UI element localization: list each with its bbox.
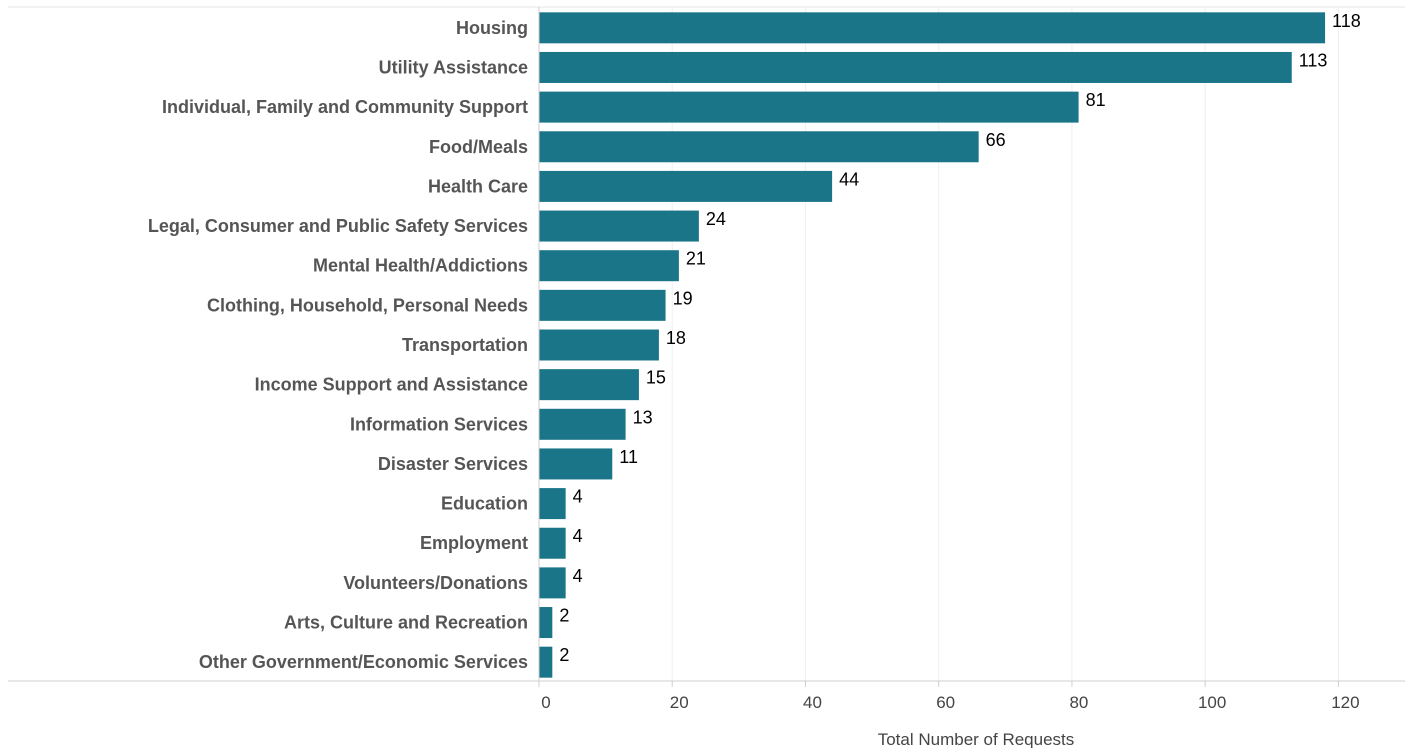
category-label: Food/Meals (429, 137, 528, 157)
data-label: 66 (986, 130, 1006, 150)
bar[interactable] (539, 607, 553, 639)
bar[interactable] (539, 448, 613, 480)
bar[interactable] (539, 170, 833, 202)
category-label: Arts, Culture and Recreation (284, 613, 528, 633)
bars (539, 12, 1326, 678)
data-label: 13 (633, 407, 653, 427)
category-label: Volunteers/Donations (343, 573, 528, 593)
bar[interactable] (539, 329, 659, 361)
data-label: 4 (573, 487, 583, 507)
category-label: Other Government/Economic Services (199, 652, 528, 672)
category-label: Education (441, 494, 528, 514)
bar[interactable] (539, 369, 639, 401)
data-label: 2 (559, 606, 569, 626)
bar[interactable] (539, 289, 666, 321)
bar[interactable] (539, 51, 1292, 83)
bar[interactable] (539, 210, 699, 242)
data-label: 113 (1299, 50, 1328, 70)
x-tick-label: 120 (1331, 693, 1359, 712)
data-label: 19 (673, 288, 693, 308)
category-label: Clothing, Household, Personal Needs (207, 295, 528, 315)
x-tick-label: 0 (541, 693, 550, 712)
data-label: 4 (573, 566, 583, 586)
data-label: 4 (573, 526, 583, 546)
bar[interactable] (539, 488, 566, 520)
x-tick-label: 20 (670, 693, 689, 712)
category-label: Income Support and Assistance (255, 375, 528, 395)
category-label: Transportation (402, 335, 528, 355)
bar[interactable] (539, 646, 553, 678)
x-axis: 0 20 40 60 80 100 120 (8, 7, 1405, 712)
bar[interactable] (539, 250, 679, 282)
category-label: Health Care (428, 176, 528, 196)
category-label: Employment (420, 533, 528, 553)
data-label: 18 (666, 328, 686, 348)
data-label: 15 (646, 368, 666, 388)
bar[interactable] (539, 408, 626, 440)
data-label: 21 (686, 249, 706, 269)
category-label: Mental Health/Addictions (313, 256, 528, 276)
data-label: 118 (1332, 11, 1361, 31)
bar[interactable] (539, 12, 1326, 44)
x-tick-label: 80 (1069, 693, 1088, 712)
data-label: 2 (559, 645, 569, 665)
data-label: 81 (1086, 90, 1106, 110)
bar[interactable] (539, 91, 1079, 123)
bar[interactable] (539, 527, 566, 559)
category-label: Disaster Services (378, 454, 528, 474)
x-tick-label: 100 (1198, 693, 1226, 712)
category-label: Legal, Consumer and Public Safety Servic… (148, 216, 528, 236)
category-label: Individual, Family and Community Support (162, 97, 528, 117)
bar[interactable] (539, 131, 979, 163)
x-tick-label: 60 (936, 693, 955, 712)
category-label: Utility Assistance (379, 57, 528, 77)
x-tick-label: 40 (803, 693, 822, 712)
category-label: Housing (456, 18, 528, 38)
x-axis-title: Total Number of Requests (878, 730, 1075, 748)
bar[interactable] (539, 567, 566, 599)
data-label: 24 (706, 209, 726, 229)
data-label: 11 (619, 447, 638, 467)
data-label: 44 (839, 169, 859, 189)
category-label: Information Services (350, 414, 528, 434)
category-labels: Housing Utility Assistance Individual, Fam… (148, 18, 528, 672)
